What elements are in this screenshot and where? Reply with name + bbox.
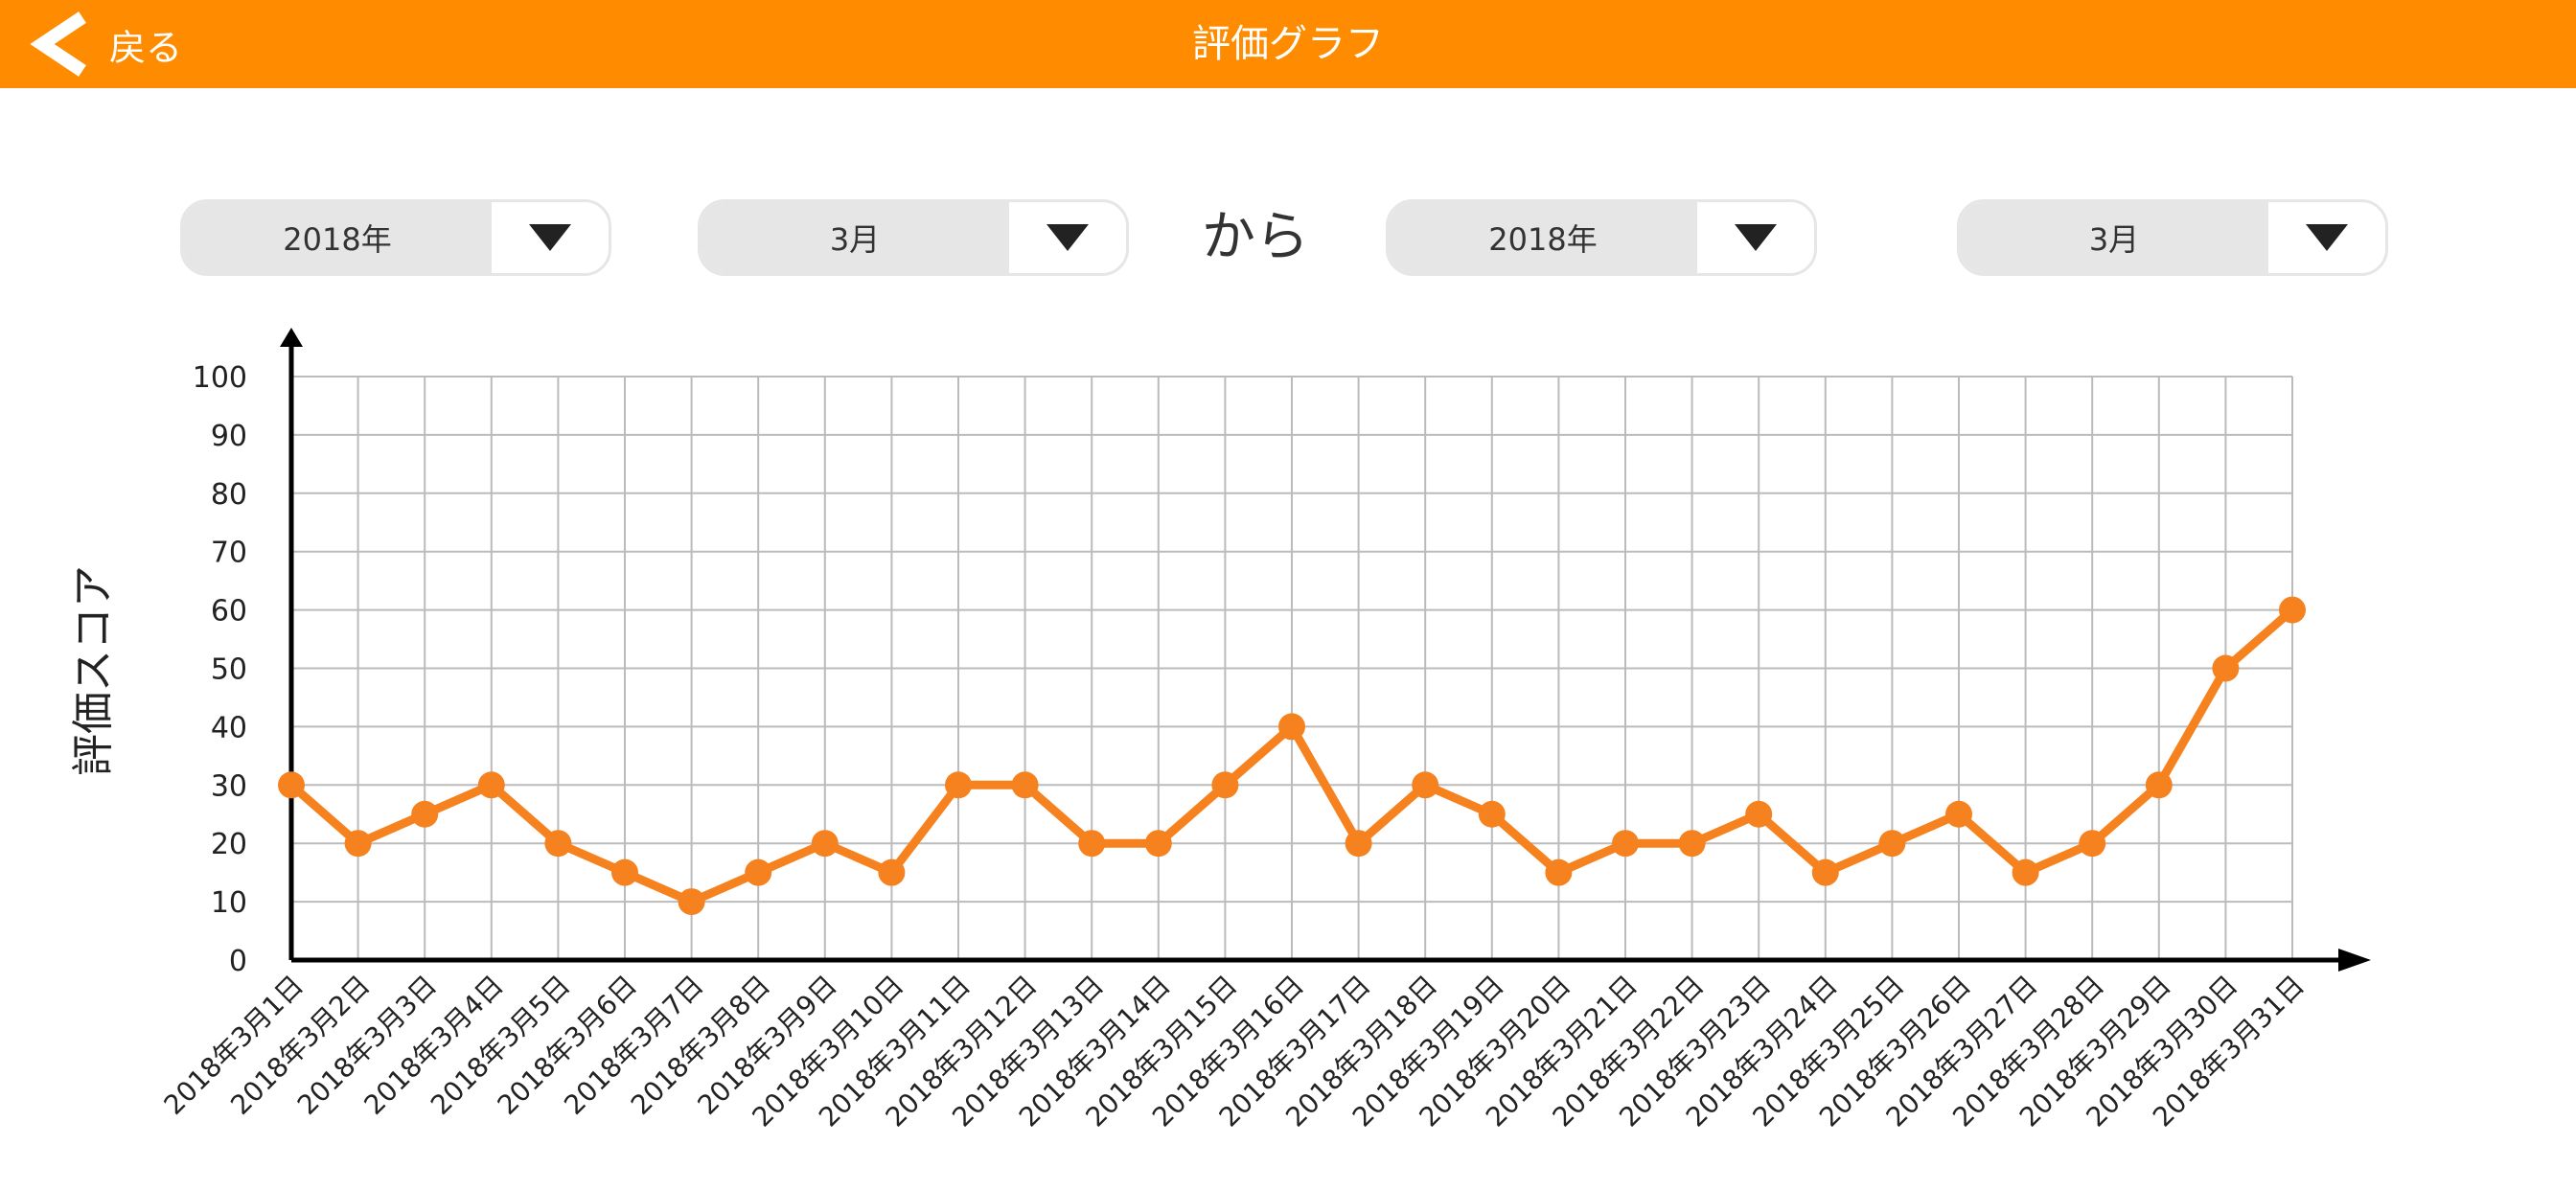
data-point [811,830,839,858]
x-axis-arrow-icon [2338,949,2371,972]
triangle-down-icon[interactable] [492,202,609,273]
from-month-value: 3月 [701,202,1009,273]
triangle-down-icon[interactable] [1697,202,1814,273]
range-connector-label: から [1202,206,1309,268]
from-year-select[interactable]: 2018年 [180,199,611,276]
triangle-down-icon[interactable] [2268,202,2385,273]
data-point [1278,713,1305,741]
data-point [1011,771,1039,799]
y-tick-label: 30 [211,769,247,803]
data-point [344,830,372,858]
to-year-select[interactable]: 2018年 [1386,199,1817,276]
data-point [278,771,305,799]
from-month-select[interactable]: 3月 [698,199,1129,276]
data-point [678,888,705,916]
header-bar: 戻る 評価グラフ [0,0,2576,88]
data-point [1345,830,1372,858]
data-point [1745,800,1773,828]
data-point [544,830,572,858]
from-year-value: 2018年 [183,202,492,273]
data-point [2079,830,2106,858]
score-line-chart: 0102030405060708090100評価スコア2018年3月1日2018… [69,328,2371,1133]
to-month-select[interactable]: 3月 [1957,199,2388,276]
to-year-value: 2018年 [1389,202,1697,273]
data-point [1478,800,1506,828]
data-point [1412,771,1439,799]
y-tick-label: 60 [211,595,247,629]
data-point [1078,830,1106,858]
y-tick-label: 50 [211,653,247,687]
data-point [611,858,638,886]
y-axis-label: 評価スコア [69,565,118,776]
data-point [1612,830,1639,858]
back-label: 戻る [109,26,183,69]
data-point [1811,858,1839,886]
data-point [1545,858,1573,886]
y-tick-label: 40 [211,711,247,744]
data-point [1878,830,1906,858]
triangle-down-icon[interactable] [1009,202,1126,273]
y-tick-label: 70 [211,537,247,570]
data-point [1945,800,1972,828]
data-point [1678,830,1706,858]
y-axis-arrow-icon [280,328,303,347]
data-point [411,800,439,828]
y-tick-label: 10 [211,886,247,920]
y-tick-label: 90 [211,420,247,453]
data-point [745,858,772,886]
data-point [477,771,505,799]
data-point [2012,858,2039,886]
chevron-left-icon [30,11,86,77]
data-point [945,771,972,799]
data-point [2279,596,2306,624]
data-point [878,858,906,886]
y-tick-label: 80 [211,478,247,512]
y-tick-label: 0 [229,945,247,978]
y-tick-label: 20 [211,828,247,861]
back-button[interactable]: 戻る [29,11,182,77]
data-point [2212,654,2240,682]
data-point [1211,771,1239,799]
data-point [1144,830,1172,858]
data-point [2145,771,2173,799]
y-tick-label: 100 [193,361,247,395]
to-month-value: 3月 [1960,202,2268,273]
page-title: 評価グラフ [1192,22,1384,66]
